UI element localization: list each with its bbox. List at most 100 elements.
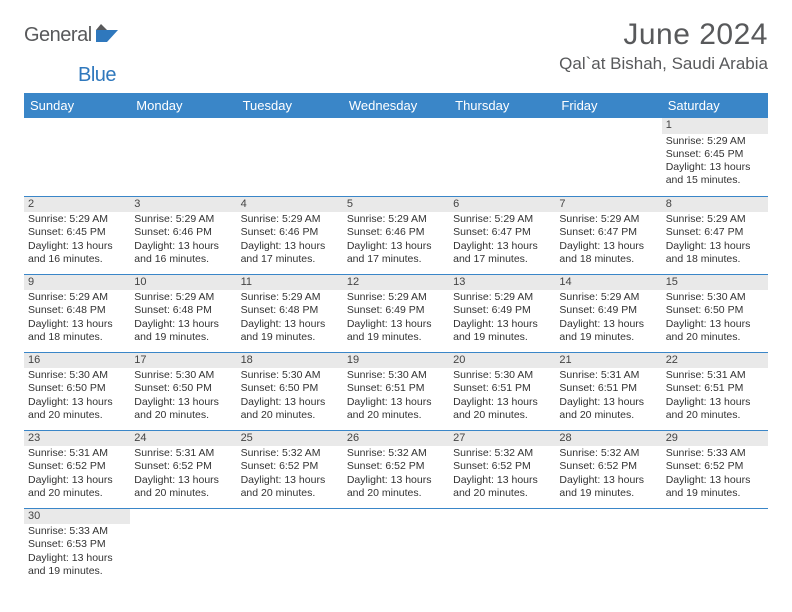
- daylight1-text: Daylight: 13 hours: [241, 318, 339, 331]
- day-number: 3: [130, 197, 236, 213]
- daylight2-text: and 20 minutes.: [241, 487, 339, 500]
- day-details: Sunrise: 5:29 AMSunset: 6:47 PMDaylight:…: [555, 212, 661, 268]
- day-number: 29: [662, 431, 768, 447]
- calendar-cell: 21Sunrise: 5:31 AMSunset: 6:51 PMDayligh…: [555, 352, 661, 430]
- sunset-text: Sunset: 6:52 PM: [559, 460, 657, 473]
- day-details: Sunrise: 5:33 AMSunset: 6:53 PMDaylight:…: [24, 524, 130, 580]
- sunrise-text: Sunrise: 5:32 AM: [453, 447, 551, 460]
- calendar-cell: 1Sunrise: 5:29 AMSunset: 6:45 PMDaylight…: [662, 118, 768, 196]
- sunset-text: Sunset: 6:52 PM: [134, 460, 232, 473]
- day-details: Sunrise: 5:29 AMSunset: 6:47 PMDaylight:…: [662, 212, 768, 268]
- calendar-cell: 20Sunrise: 5:30 AMSunset: 6:51 PMDayligh…: [449, 352, 555, 430]
- day-number: 20: [449, 353, 555, 369]
- sunrise-text: Sunrise: 5:29 AM: [28, 213, 126, 226]
- day-details: Sunrise: 5:31 AMSunset: 6:51 PMDaylight:…: [662, 368, 768, 424]
- calendar-cell: 4Sunrise: 5:29 AMSunset: 6:46 PMDaylight…: [237, 196, 343, 274]
- logo-text-blue: Blue: [78, 64, 116, 86]
- sunset-text: Sunset: 6:46 PM: [347, 226, 445, 239]
- day-number: 11: [237, 275, 343, 291]
- sunset-text: Sunset: 6:50 PM: [241, 382, 339, 395]
- sunrise-text: Sunrise: 5:31 AM: [28, 447, 126, 460]
- sunrise-text: Sunrise: 5:32 AM: [347, 447, 445, 460]
- calendar-header-row: Sunday Monday Tuesday Wednesday Thursday…: [24, 93, 768, 118]
- day-number: 17: [130, 353, 236, 369]
- calendar-cell: [343, 118, 449, 196]
- daylight1-text: Daylight: 13 hours: [666, 318, 764, 331]
- sunrise-text: Sunrise: 5:31 AM: [559, 369, 657, 382]
- day-details: Sunrise: 5:30 AMSunset: 6:51 PMDaylight:…: [343, 368, 449, 424]
- header: General June 2024 Qal`at Bishah, Saudi A…: [24, 18, 768, 74]
- day-number: 27: [449, 431, 555, 447]
- calendar-cell: [449, 118, 555, 196]
- sunset-text: Sunset: 6:52 PM: [347, 460, 445, 473]
- daylight1-text: Daylight: 13 hours: [666, 396, 764, 409]
- calendar-cell: 6Sunrise: 5:29 AMSunset: 6:47 PMDaylight…: [449, 196, 555, 274]
- logo-text-general: General: [24, 24, 92, 47]
- sunset-text: Sunset: 6:47 PM: [559, 226, 657, 239]
- calendar-cell: 24Sunrise: 5:31 AMSunset: 6:52 PMDayligh…: [130, 430, 236, 508]
- sunset-text: Sunset: 6:52 PM: [666, 460, 764, 473]
- calendar-cell: [343, 508, 449, 586]
- daylight1-text: Daylight: 13 hours: [666, 161, 764, 174]
- calendar-cell: 3Sunrise: 5:29 AMSunset: 6:46 PMDaylight…: [130, 196, 236, 274]
- day-details: Sunrise: 5:29 AMSunset: 6:46 PMDaylight:…: [130, 212, 236, 268]
- sunset-text: Sunset: 6:49 PM: [347, 304, 445, 317]
- sunrise-text: Sunrise: 5:33 AM: [666, 447, 764, 460]
- daylight2-text: and 20 minutes.: [347, 487, 445, 500]
- daylight2-text: and 19 minutes.: [453, 331, 551, 344]
- daylight2-text: and 20 minutes.: [28, 487, 126, 500]
- sunset-text: Sunset: 6:51 PM: [453, 382, 551, 395]
- day-details: Sunrise: 5:29 AMSunset: 6:49 PMDaylight:…: [449, 290, 555, 346]
- day-details: Sunrise: 5:32 AMSunset: 6:52 PMDaylight:…: [343, 446, 449, 502]
- sunset-text: Sunset: 6:47 PM: [666, 226, 764, 239]
- daylight2-text: and 18 minutes.: [559, 253, 657, 266]
- sunrise-text: Sunrise: 5:29 AM: [559, 213, 657, 226]
- day-number: 25: [237, 431, 343, 447]
- day-details: Sunrise: 5:29 AMSunset: 6:49 PMDaylight:…: [555, 290, 661, 346]
- day-details: Sunrise: 5:30 AMSunset: 6:50 PMDaylight:…: [24, 368, 130, 424]
- calendar-table: Sunday Monday Tuesday Wednesday Thursday…: [24, 93, 768, 586]
- sunset-text: Sunset: 6:45 PM: [28, 226, 126, 239]
- daylight2-text: and 19 minutes.: [28, 565, 126, 578]
- calendar-cell: [555, 508, 661, 586]
- day-details: Sunrise: 5:30 AMSunset: 6:50 PMDaylight:…: [662, 290, 768, 346]
- calendar-cell: 8Sunrise: 5:29 AMSunset: 6:47 PMDaylight…: [662, 196, 768, 274]
- calendar-cell: 9Sunrise: 5:29 AMSunset: 6:48 PMDaylight…: [24, 274, 130, 352]
- daylight1-text: Daylight: 13 hours: [134, 474, 232, 487]
- sunrise-text: Sunrise: 5:30 AM: [134, 369, 232, 382]
- day-details: Sunrise: 5:29 AMSunset: 6:48 PMDaylight:…: [130, 290, 236, 346]
- daylight1-text: Daylight: 13 hours: [559, 240, 657, 253]
- day-number: 7: [555, 197, 661, 213]
- sunrise-text: Sunrise: 5:33 AM: [28, 525, 126, 538]
- daylight1-text: Daylight: 13 hours: [134, 318, 232, 331]
- calendar-week-row: 9Sunrise: 5:29 AMSunset: 6:48 PMDaylight…: [24, 274, 768, 352]
- sunset-text: Sunset: 6:51 PM: [559, 382, 657, 395]
- daylight1-text: Daylight: 13 hours: [559, 318, 657, 331]
- daylight1-text: Daylight: 13 hours: [347, 240, 445, 253]
- sunset-text: Sunset: 6:49 PM: [559, 304, 657, 317]
- daylight1-text: Daylight: 13 hours: [559, 474, 657, 487]
- day-details: Sunrise: 5:30 AMSunset: 6:50 PMDaylight:…: [130, 368, 236, 424]
- day-number: 10: [130, 275, 236, 291]
- day-number: 14: [555, 275, 661, 291]
- day-details: Sunrise: 5:31 AMSunset: 6:51 PMDaylight:…: [555, 368, 661, 424]
- daylight1-text: Daylight: 13 hours: [453, 240, 551, 253]
- calendar-week-row: 1Sunrise: 5:29 AMSunset: 6:45 PMDaylight…: [24, 118, 768, 196]
- day-number: 28: [555, 431, 661, 447]
- daylight1-text: Daylight: 13 hours: [28, 396, 126, 409]
- sunset-text: Sunset: 6:48 PM: [241, 304, 339, 317]
- day-number: 1: [662, 118, 768, 134]
- calendar-cell: 15Sunrise: 5:30 AMSunset: 6:50 PMDayligh…: [662, 274, 768, 352]
- day-number: 30: [24, 509, 130, 525]
- daylight1-text: Daylight: 13 hours: [241, 396, 339, 409]
- day-details: Sunrise: 5:30 AMSunset: 6:50 PMDaylight:…: [237, 368, 343, 424]
- calendar-week-row: 23Sunrise: 5:31 AMSunset: 6:52 PMDayligh…: [24, 430, 768, 508]
- calendar-cell: 7Sunrise: 5:29 AMSunset: 6:47 PMDaylight…: [555, 196, 661, 274]
- sunrise-text: Sunrise: 5:29 AM: [666, 213, 764, 226]
- daylight1-text: Daylight: 13 hours: [347, 396, 445, 409]
- sunrise-text: Sunrise: 5:29 AM: [666, 135, 764, 148]
- calendar-cell: 23Sunrise: 5:31 AMSunset: 6:52 PMDayligh…: [24, 430, 130, 508]
- sunrise-text: Sunrise: 5:29 AM: [241, 213, 339, 226]
- daylight2-text: and 19 minutes.: [559, 487, 657, 500]
- day-number: 19: [343, 353, 449, 369]
